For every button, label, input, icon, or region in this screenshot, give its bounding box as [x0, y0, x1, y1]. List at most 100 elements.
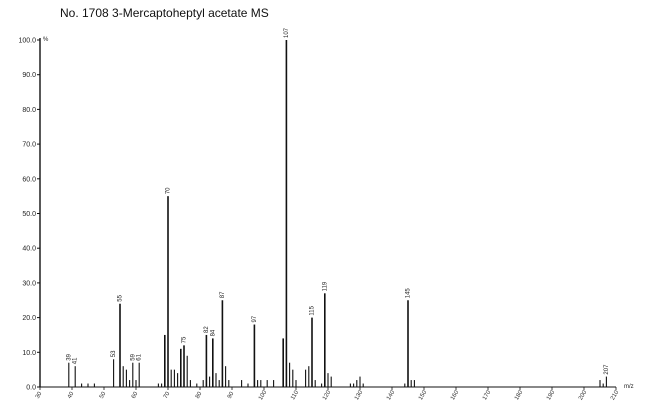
peak-bar — [113, 359, 115, 387]
peak-bar — [599, 380, 601, 387]
peak-bar — [292, 369, 294, 387]
peak-bar — [330, 376, 332, 387]
y-tick-label: 50.0 — [22, 211, 36, 218]
peak-bar — [125, 369, 127, 387]
x-tick-label: 130 — [354, 389, 365, 401]
peak-bar — [167, 196, 169, 387]
peak-bar — [129, 380, 131, 387]
peak-bar — [225, 366, 227, 387]
peak-bar — [362, 383, 364, 387]
x-tick-label: 170 — [482, 389, 493, 401]
peak-bar — [247, 383, 249, 387]
peak-label: 59 — [130, 353, 136, 360]
peak-bar — [359, 376, 361, 387]
peak-bar — [180, 348, 182, 387]
y-tick-label: 70.0 — [22, 142, 36, 149]
peak-bar — [161, 383, 163, 387]
peak-bar — [170, 369, 172, 387]
peak-bar — [218, 380, 220, 387]
peak-bar — [404, 383, 406, 387]
peak-bar — [353, 383, 355, 387]
peak-bar — [68, 362, 70, 387]
peak-bar — [305, 369, 307, 387]
peak-bar — [205, 334, 208, 387]
x-tick-label: 190 — [546, 389, 557, 401]
peak-bar — [132, 362, 134, 387]
peak-bar — [122, 366, 124, 387]
peak-bar — [260, 380, 262, 387]
x-tick-label: 120 — [322, 389, 333, 401]
x-tick-label: 110 — [290, 389, 300, 401]
peak-bar — [81, 383, 83, 387]
peak-label: 39 — [66, 353, 72, 360]
y-tick-label: 80.0 — [22, 107, 36, 114]
peak-bar — [135, 380, 137, 387]
y-tick-label: 30.0 — [22, 280, 36, 287]
x-tick-label: 210 — [610, 389, 621, 401]
peak-bar — [119, 303, 121, 387]
peak-bar — [221, 300, 224, 387]
peak-label: 61 — [137, 353, 143, 360]
peak-label: 41 — [73, 357, 79, 364]
chart-title: No. 1708 3-Mercaptoheptyl acetate MS — [60, 6, 269, 20]
peak-bar — [241, 380, 243, 387]
peak-bar — [413, 380, 415, 387]
peak-bar — [253, 324, 256, 387]
x-tick-label: 100 — [258, 389, 269, 401]
x-axis: 30 40 50 60 70 80 90 100 110 120 130 140 150 160 170 18… — [35, 384, 634, 401]
peak-bar — [289, 362, 291, 387]
peak-label: 107 — [284, 27, 290, 38]
y-tick-label: 90.0 — [22, 72, 36, 79]
peak-bar — [349, 383, 351, 387]
peak-label: 70 — [166, 187, 172, 194]
peak-bar — [93, 383, 95, 387]
y-axis-label: % — [43, 37, 49, 43]
peak-bar — [273, 380, 275, 387]
peak-bars — [68, 40, 607, 387]
peak-bar — [327, 373, 329, 387]
y-axis: 0.0 10.0 20.0 30.0 40.0 50.0 60.0 70.0 80.0 90.0 1… — [18, 37, 49, 392]
peak-bar — [602, 383, 604, 387]
peak-bar — [74, 366, 76, 387]
peak-bar — [196, 383, 198, 387]
y-tick-label: 10.0 — [22, 350, 36, 357]
peak-label: 97 — [252, 315, 258, 322]
x-tick-label: 140 — [386, 389, 397, 401]
peak-bar — [183, 345, 185, 387]
x-tick-label: 160 — [450, 389, 461, 401]
peak-bar — [285, 40, 288, 387]
y-tick-label: 0.0 — [26, 385, 36, 392]
peak-label: 119 — [322, 281, 328, 291]
peak-bar — [189, 380, 191, 387]
x-tick-label: 80 — [195, 391, 204, 400]
peak-bar — [138, 362, 140, 387]
x-axis-label: m/z — [624, 384, 634, 390]
peak-label: 87 — [220, 291, 226, 298]
peak-label: 82 — [204, 326, 210, 333]
x-tick-label: 200 — [578, 389, 589, 401]
peak-bar — [212, 338, 214, 387]
peak-bar — [209, 376, 211, 387]
peak-bar — [228, 380, 230, 387]
peak-label: 55 — [118, 294, 124, 301]
y-tick-label: 40.0 — [22, 246, 36, 253]
peak-bar — [257, 380, 259, 387]
x-tick-label: 50 — [99, 391, 108, 400]
peak-bar — [202, 380, 204, 387]
peak-bar — [186, 355, 188, 387]
x-tick-label: 60 — [131, 391, 140, 400]
peak-bar — [311, 317, 313, 387]
x-tick-label: 70 — [163, 391, 172, 400]
peak-bar — [324, 293, 326, 387]
peak-bar — [157, 383, 159, 387]
peak-bar — [164, 334, 166, 387]
peak-bar — [266, 380, 268, 387]
peak-label: 75 — [182, 336, 188, 343]
peak-bar — [173, 369, 175, 387]
peak-label: 115 — [310, 305, 316, 315]
peak-bar — [177, 373, 179, 387]
peak-bar — [215, 373, 217, 387]
peak-bar — [308, 366, 310, 387]
peak-bar — [282, 338, 284, 387]
